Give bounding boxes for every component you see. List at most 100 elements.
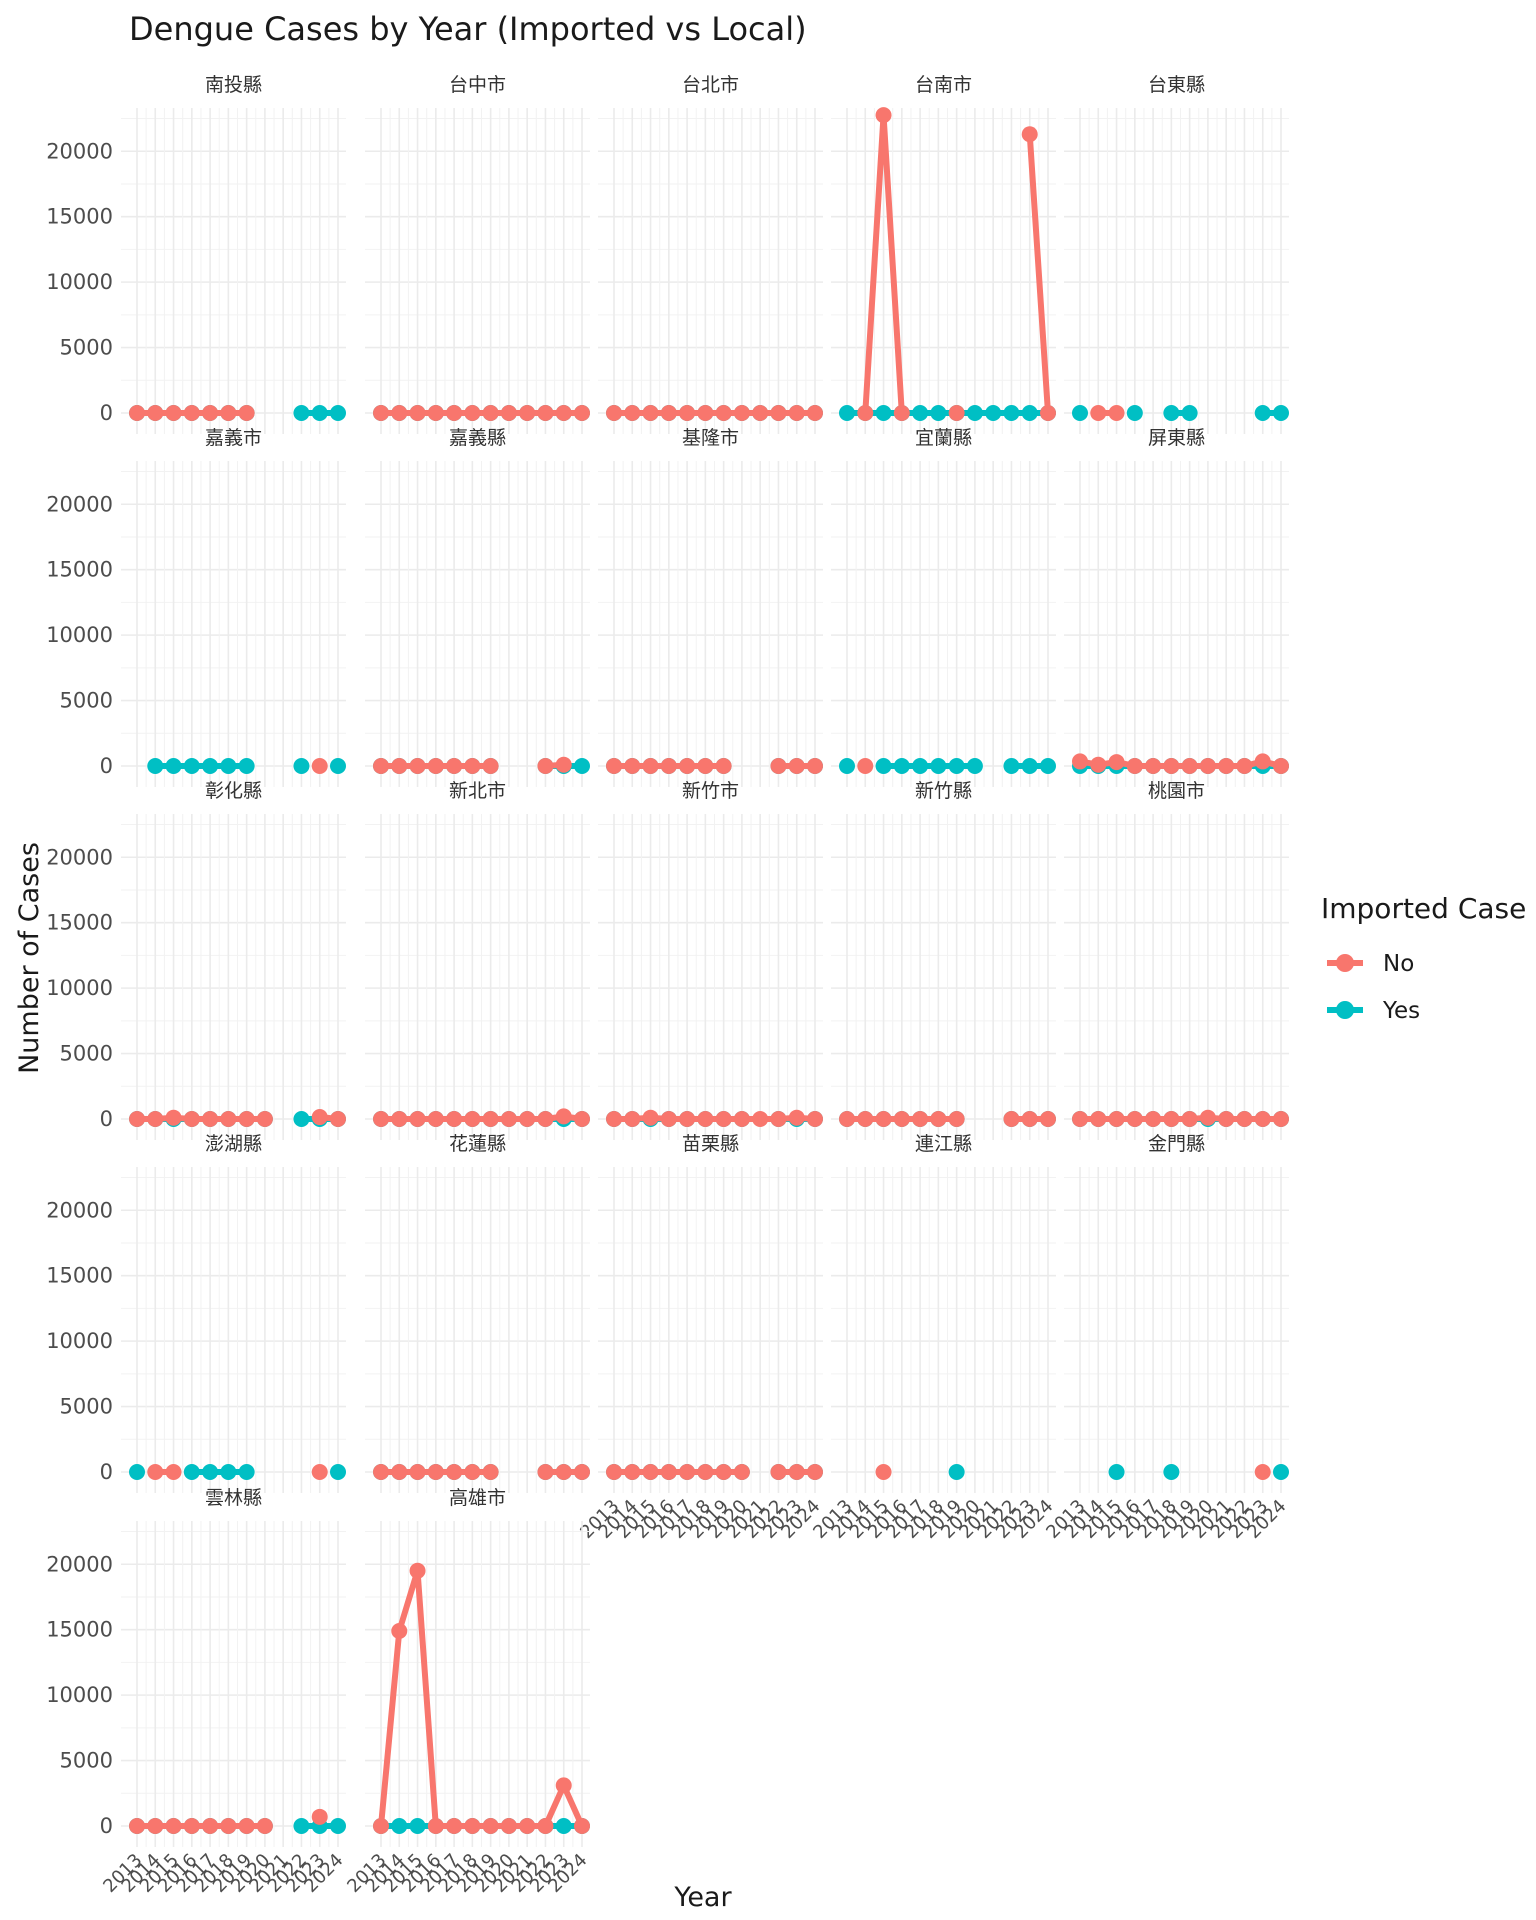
data-point-no [679,758,695,774]
data-point-no [1040,405,1056,421]
data-point-no [166,1818,182,1834]
panel: 嘉義縣 [365,427,590,787]
data-point-no [166,405,182,421]
data-point-no [202,405,218,421]
data-point-yes [912,758,928,774]
data-point-no [894,1111,910,1127]
data-point-yes [1040,758,1056,774]
panel-strip-label: 台東縣 [1148,74,1205,96]
data-point-yes [1273,1464,1289,1480]
data-point-no [697,405,713,421]
data-point-no [1022,126,1038,142]
data-point-yes [1163,405,1179,421]
data-point-yes [330,1464,346,1480]
y-tick-label: 0 [100,401,113,425]
data-point-no [1127,1111,1143,1127]
data-point-yes [293,405,309,421]
y-tick-label: 10000 [46,976,113,1000]
data-point-no [643,758,659,774]
y-tick-label: 10000 [46,1329,113,1353]
data-point-no [537,1111,553,1127]
data-point-yes [220,758,236,774]
data-point-no [501,405,517,421]
data-point-no [734,1111,750,1127]
data-point-no [257,1818,273,1834]
data-point-no [930,1111,946,1127]
data-point-yes [894,758,910,774]
data-point-no [643,405,659,421]
data-point-yes [1273,405,1289,421]
panel: 新北市 [365,780,590,1140]
y-tick-label: 15000 [46,1264,113,1288]
panel-strip-label: 連江縣 [915,1133,972,1155]
data-point-no [770,405,786,421]
panel-strip-label: 南投縣 [205,74,262,96]
data-point-yes [184,1464,200,1480]
data-point-no [129,405,145,421]
panel-strip-label: 宜蘭縣 [915,427,972,449]
data-point-no [239,1111,255,1127]
panel-strip-label: 新北市 [449,780,506,802]
data-point-no [556,1464,572,1480]
panel-strip-label: 雲林縣 [205,1487,262,1509]
data-point-no [483,405,499,421]
data-point-no [752,1111,768,1127]
data-point-no [574,1818,590,1834]
y-tick-label: 20000 [46,1552,113,1576]
data-point-no [624,758,640,774]
data-point-no [537,1464,553,1480]
panel-strip-label: 苗栗縣 [682,1133,739,1155]
data-point-no [391,1623,407,1639]
y-tick-label: 10000 [46,270,113,294]
legend: Imported Case No Yes [1321,892,1526,1024]
y-tick-label: 10000 [46,1683,113,1707]
panel: 台中市 [365,74,590,434]
panel: 南投縣 0 5000 10000 15000 20000 [46,74,346,434]
data-point-yes [129,1464,145,1480]
data-point-no [446,405,462,421]
data-point-no [807,1111,823,1127]
data-point-no [661,758,677,774]
data-point-no [1109,1111,1125,1127]
data-point-no [519,1111,535,1127]
data-point-no [857,405,873,421]
panel-strip-label: 嘉義縣 [449,427,506,449]
data-point-no [519,1818,535,1834]
data-point-yes [876,405,892,421]
data-point-no [624,1464,640,1480]
data-point-no [373,405,389,421]
panel: 雲林縣0500010000150002000020132014201520162… [46,1487,347,1897]
data-point-yes [949,758,965,774]
panel-strip-label: 桃園市 [1148,780,1205,802]
data-point-yes [1022,758,1038,774]
data-point-no [574,1111,590,1127]
panel-strip-label: 嘉義市 [205,427,262,449]
y-axis-title: Number of Cases [14,842,45,1074]
data-point-no [312,758,328,774]
data-point-no [464,1464,480,1480]
data-point-no [789,758,805,774]
y-tick-label: 0 [100,1460,113,1484]
data-point-no [1163,758,1179,774]
data-point-yes [876,758,892,774]
data-point-no [1145,758,1161,774]
panel: 桃園市 [1064,780,1289,1140]
data-point-no [446,1111,462,1127]
data-point-yes [391,1818,407,1834]
panel-strip-label: 屏東縣 [1148,427,1205,449]
data-point-yes [147,758,163,774]
data-point-yes [330,405,346,421]
data-point-no [857,1111,873,1127]
data-point-yes [166,758,182,774]
data-point-no [556,1108,572,1124]
data-point-no [661,1111,677,1127]
data-point-no [464,1818,480,1834]
data-point-no [202,1111,218,1127]
data-point-yes [930,405,946,421]
data-point-no [606,1111,622,1127]
panel-strip-label: 台中市 [449,74,506,96]
legend-entries: No Yes [1327,951,1420,1024]
data-point-no [1127,758,1143,774]
panel-strip-label: 台北市 [682,74,739,96]
